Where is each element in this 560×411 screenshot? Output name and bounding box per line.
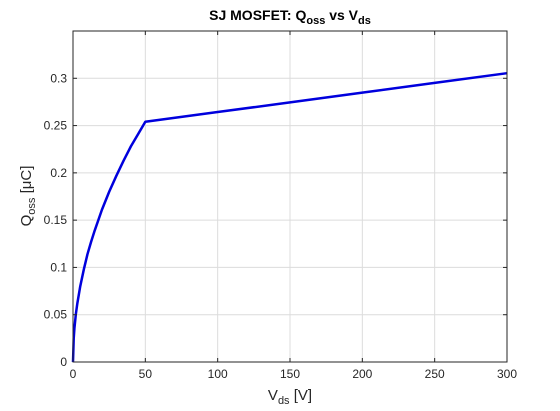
x-tick-label: 300 [497, 367, 517, 381]
x-tick-label: 0 [70, 367, 77, 381]
ticks: 0 50 100 150 200 250 300 0 0.05 0.1 0.15 0.2 0.25 0.3 [44, 31, 517, 381]
y-tick-label: 0 [60, 355, 67, 369]
x-tick-label: 200 [352, 367, 372, 381]
series [71, 71, 508, 363]
y-tick-label: 0.2 [50, 166, 67, 180]
y-tick-label: 0.25 [44, 119, 68, 133]
x-tick-label: 100 [208, 367, 228, 381]
x-tick-label: 250 [425, 367, 445, 381]
y-tick-label: 0.05 [44, 308, 68, 322]
chart-title: SJ MOSFET: Qoss vs Vds [209, 7, 371, 27]
y-tick-label: 0.1 [50, 260, 67, 274]
series-line [71, 71, 508, 363]
y-tick-label: 0.15 [44, 213, 68, 227]
x-tick-label: 50 [139, 367, 153, 381]
x-tick-label: 150 [280, 367, 300, 381]
y-tick-label: 0.3 [50, 71, 67, 85]
y-axis-label: Qoss [μC] [18, 166, 38, 227]
x-axis-label: Vds [V] [268, 387, 312, 407]
